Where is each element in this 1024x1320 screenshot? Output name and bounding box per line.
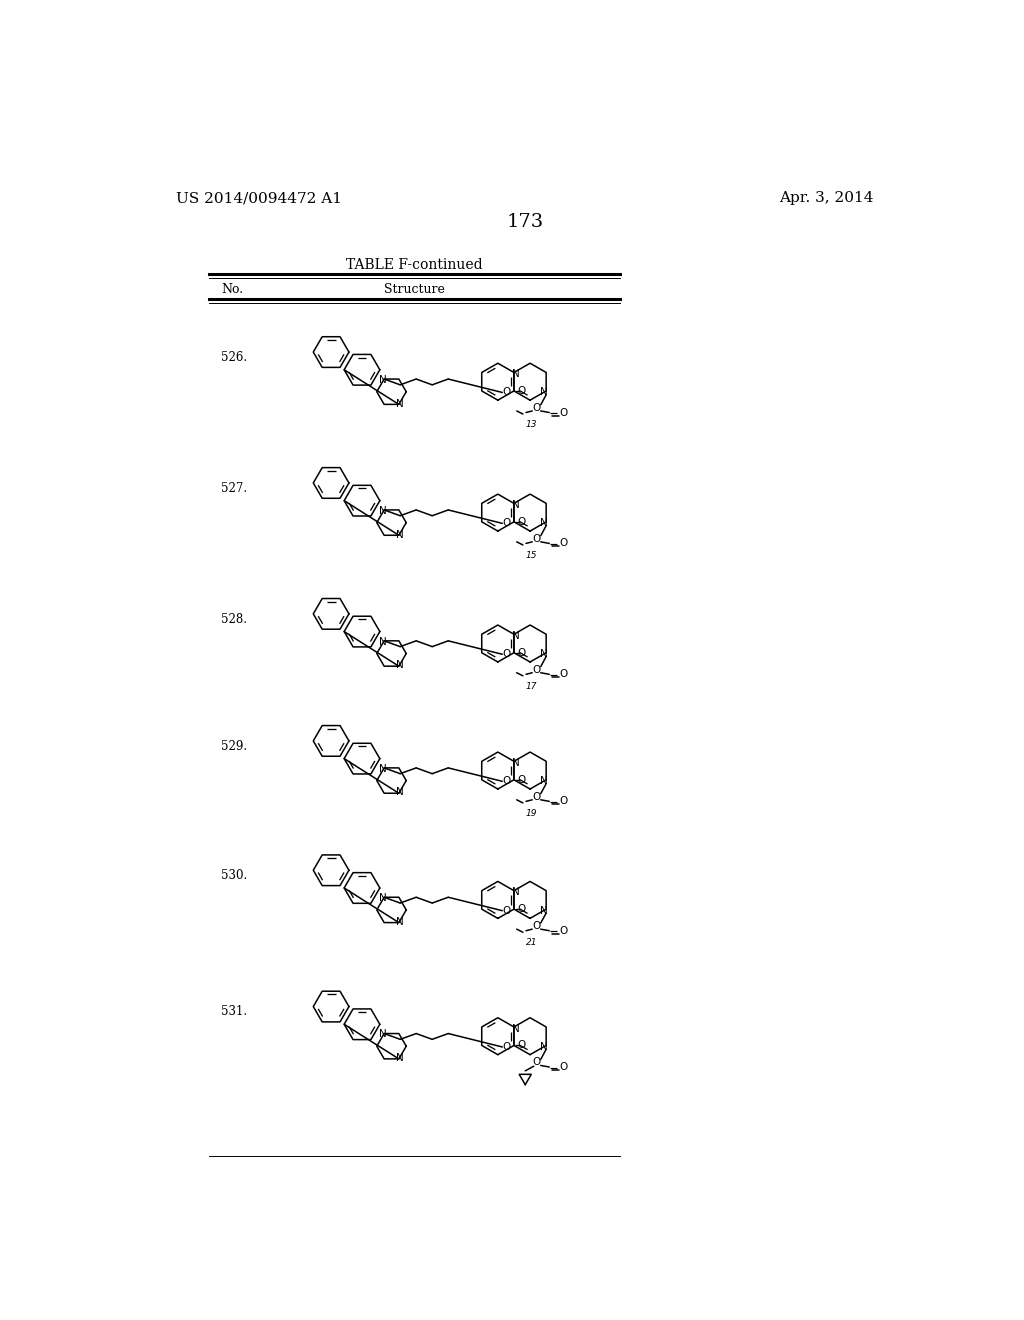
Text: N: N — [395, 529, 403, 540]
Text: O: O — [559, 669, 567, 680]
Text: O: O — [502, 519, 510, 528]
Text: 528.: 528. — [221, 612, 247, 626]
Text: O: O — [559, 408, 567, 417]
Text: O: O — [502, 649, 510, 659]
Text: 15: 15 — [526, 552, 538, 560]
Text: O: O — [502, 906, 510, 916]
Text: O: O — [559, 796, 567, 807]
Text: O: O — [532, 1057, 541, 1068]
Text: No.: No. — [221, 282, 243, 296]
Text: O: O — [532, 533, 541, 544]
Text: N: N — [540, 776, 548, 787]
Text: N: N — [512, 1023, 520, 1034]
Text: N: N — [512, 631, 520, 640]
Text: N: N — [395, 660, 403, 671]
Text: N: N — [540, 906, 548, 916]
Text: N: N — [512, 887, 520, 898]
Text: N: N — [540, 1041, 548, 1052]
Text: N: N — [540, 649, 548, 659]
Text: 19: 19 — [526, 809, 538, 818]
Text: O: O — [532, 403, 541, 413]
Text: N: N — [380, 506, 387, 516]
Text: O: O — [532, 665, 541, 675]
Text: N: N — [380, 636, 387, 647]
Text: N: N — [395, 1053, 403, 1063]
Text: N: N — [395, 399, 403, 409]
Text: N: N — [540, 388, 548, 397]
Text: N: N — [540, 519, 548, 528]
Text: O: O — [532, 792, 541, 801]
Text: 13: 13 — [526, 420, 538, 429]
Text: O: O — [517, 648, 526, 657]
Text: N: N — [380, 764, 387, 774]
Text: O: O — [517, 385, 526, 396]
Text: O: O — [559, 1063, 567, 1072]
Text: 527.: 527. — [221, 482, 247, 495]
Text: N: N — [512, 370, 520, 379]
Text: O: O — [517, 517, 526, 527]
Text: 17: 17 — [526, 682, 538, 690]
Text: 529.: 529. — [221, 739, 247, 752]
Text: O: O — [517, 1040, 526, 1051]
Text: TABLE F-continued: TABLE F-continued — [346, 257, 483, 272]
Text: N: N — [395, 788, 403, 797]
Text: 530.: 530. — [221, 869, 247, 882]
Text: N: N — [380, 375, 387, 385]
Text: N: N — [395, 917, 403, 927]
Text: N: N — [512, 500, 520, 510]
Text: N: N — [380, 1030, 387, 1039]
Text: 526.: 526. — [221, 351, 247, 364]
Text: O: O — [502, 1041, 510, 1052]
Text: O: O — [502, 776, 510, 787]
Text: N: N — [380, 894, 387, 903]
Text: Structure: Structure — [384, 282, 445, 296]
Text: N: N — [512, 758, 520, 768]
Text: O: O — [559, 539, 567, 548]
Text: O: O — [532, 921, 541, 931]
Text: 531.: 531. — [221, 1006, 247, 1019]
Text: US 2014/0094472 A1: US 2014/0094472 A1 — [176, 191, 342, 206]
Text: O: O — [517, 904, 526, 915]
Text: O: O — [502, 388, 510, 397]
Text: 21: 21 — [526, 939, 538, 948]
Text: O: O — [517, 775, 526, 785]
Text: Apr. 3, 2014: Apr. 3, 2014 — [779, 191, 873, 206]
Text: O: O — [559, 925, 567, 936]
Text: 173: 173 — [506, 213, 544, 231]
